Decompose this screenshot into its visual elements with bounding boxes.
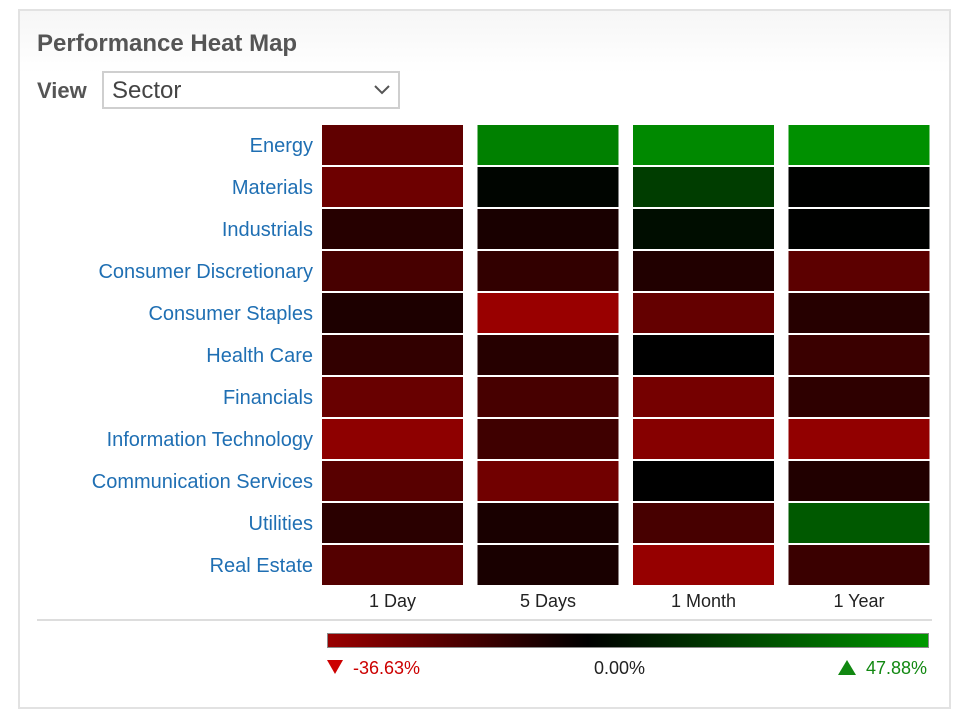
row-label[interactable]: Utilities xyxy=(249,513,313,535)
row-label[interactable]: Materials xyxy=(232,177,313,199)
heatmap-cell[interactable] xyxy=(633,461,774,501)
heatmap-cell[interactable] xyxy=(788,125,930,165)
heatmap-cell[interactable] xyxy=(633,377,774,417)
row-label[interactable]: Consumer Staples xyxy=(148,303,313,325)
heatmap-cell[interactable] xyxy=(477,293,619,333)
heatmap-cell[interactable] xyxy=(788,251,930,291)
row-label[interactable]: Communication Services xyxy=(92,471,313,493)
row-label[interactable]: Industrials xyxy=(222,219,313,241)
scale-max-value: 47.88% xyxy=(865,658,927,678)
heatmap-cell[interactable] xyxy=(788,293,930,333)
heatmap-cell[interactable] xyxy=(633,209,774,249)
heatmap-cell[interactable] xyxy=(477,251,619,291)
color-scale-bar xyxy=(327,633,929,648)
heatmap-cell[interactable] xyxy=(633,167,774,207)
column-label: 5 Days xyxy=(520,591,576,611)
view-label: View xyxy=(37,78,87,103)
heatmap-cell[interactable] xyxy=(322,377,463,417)
heatmap-cell[interactable] xyxy=(477,545,619,585)
heatmap-cell[interactable] xyxy=(477,461,619,501)
performance-heat-map-panel: Performance Heat Map View Sector Energy M… xyxy=(18,9,951,709)
view-select[interactable]: Sector xyxy=(102,71,400,109)
heatmap-cell[interactable] xyxy=(322,503,463,543)
heatmap-cell[interactable] xyxy=(788,503,930,543)
scale-mid-label: 0.00% xyxy=(594,658,646,678)
column-label: 1 Month xyxy=(671,591,736,611)
heatmap-cell[interactable] xyxy=(788,419,930,459)
heatmap-cell[interactable] xyxy=(322,419,463,459)
heatmap-cell[interactable] xyxy=(788,167,930,207)
view-select-value: Sector xyxy=(112,77,182,104)
heatmap-cell[interactable] xyxy=(322,251,463,291)
heatmap-cell[interactable] xyxy=(633,503,774,543)
heatmap-cell[interactable] xyxy=(633,125,774,165)
row-label[interactable]: Information Technology xyxy=(107,429,313,451)
scale-max-label: 47.88% xyxy=(837,657,927,679)
heatmap-cell[interactable] xyxy=(322,293,463,333)
page-title: Performance Heat Map xyxy=(37,30,298,57)
heatmap-cell[interactable] xyxy=(633,545,774,585)
heatmap-cell[interactable] xyxy=(633,251,774,291)
heatmap-cell[interactable] xyxy=(633,419,774,459)
row-label[interactable]: Health Care xyxy=(206,345,313,367)
heatmap-cell[interactable] xyxy=(322,125,463,165)
column-label: 1 Year xyxy=(833,591,884,611)
heatmap-cell[interactable] xyxy=(788,461,930,501)
column-label: 1 Day xyxy=(369,591,416,611)
divider xyxy=(37,619,932,621)
heatmap-cell[interactable] xyxy=(322,335,463,375)
row-label[interactable]: Financials xyxy=(223,387,313,409)
row-label[interactable]: Real Estate xyxy=(210,555,313,577)
heatmap-cell[interactable] xyxy=(788,377,930,417)
heatmap-cell[interactable] xyxy=(633,293,774,333)
chevron-down-icon xyxy=(374,85,390,95)
row-label[interactable]: Energy xyxy=(250,135,313,157)
heatmap-cell[interactable] xyxy=(322,545,463,585)
heatmap-cell[interactable] xyxy=(477,125,619,165)
triangle-up-icon xyxy=(837,659,856,675)
heatmap-chart: Energy Materials Industrials Consumer Discr… xyxy=(92,125,930,611)
scale-min-label: -36.63% xyxy=(327,657,420,679)
heatmap-cell[interactable] xyxy=(477,335,619,375)
scale-min-value: -36.63% xyxy=(353,658,421,678)
heatmap-cell[interactable] xyxy=(788,209,930,249)
heatmap-cell[interactable] xyxy=(788,335,930,375)
heatmap-cell[interactable] xyxy=(322,461,463,501)
triangle-down-icon xyxy=(327,660,343,675)
heatmap-cell[interactable] xyxy=(633,335,774,375)
heatmap-cell[interactable] xyxy=(477,209,619,249)
heatmap-cell[interactable] xyxy=(788,545,930,585)
heatmap-cell[interactable] xyxy=(322,167,463,207)
heatmap-cell[interactable] xyxy=(322,209,463,249)
heatmap-cell[interactable] xyxy=(477,419,619,459)
heatmap-cell[interactable] xyxy=(477,377,619,417)
heatmap-cell[interactable] xyxy=(477,503,619,543)
panel-header xyxy=(20,11,949,73)
heatmap-cell[interactable] xyxy=(477,167,619,207)
row-label[interactable]: Consumer Discretionary xyxy=(98,261,313,283)
